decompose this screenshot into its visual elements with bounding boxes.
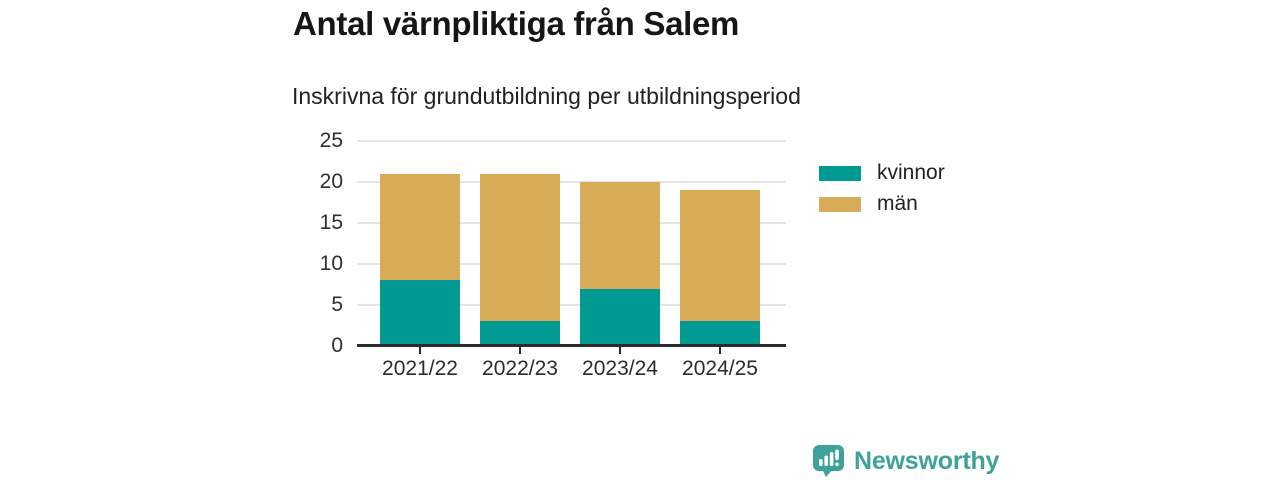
x-axis-tick-label: 2024/25 [682,357,758,380]
x-axis-tick [519,347,521,354]
legend-swatch-man [819,197,861,212]
x-axis-line [357,344,786,347]
chart-subtitle: Inskrivna för grundutbildning per utbild… [292,83,801,109]
y-axis-tick-label: 5 [331,293,343,316]
y-axis-tick-label: 15 [319,211,343,234]
bar-segment-kvinnor [580,288,660,346]
bar-segment-män [480,173,560,322]
x-axis-tick [419,347,421,354]
y-gridline [357,263,786,265]
bar-segment-kvinnor [380,280,460,346]
y-gridline [357,140,786,142]
x-axis-tick-label: 2023/24 [582,357,658,380]
y-axis-tick-label: 10 [319,252,343,275]
bar-segment-män [580,182,660,289]
x-axis-tick-label: 2022/23 [482,357,558,380]
bar-segment-kvinnor [680,321,760,346]
bar-segment-män [680,190,760,322]
y-gridline [357,304,786,306]
bar-segment-män [380,173,460,281]
x-axis-tick [719,347,721,354]
y-axis-tick-label: 25 [319,129,343,152]
y-gridline [357,181,786,183]
legend-label: kvinnor [877,161,945,184]
legend-swatch-kvinnor [819,166,861,181]
legend-label: män [877,192,918,215]
brand-name: Newsworthy [854,446,1000,475]
newsworthy-logo-icon [813,445,844,477]
y-axis-tick-label: 0 [331,334,343,357]
y-gridline [357,222,786,224]
x-axis-tick [619,347,621,354]
x-axis-tick-label: 2021/22 [382,357,458,380]
y-axis-tick-label: 20 [319,170,343,193]
bar-segment-kvinnor [480,321,560,346]
branding: Newsworthy [812,444,999,478]
chart-title: Antal värnpliktiga från Salem [293,5,740,42]
